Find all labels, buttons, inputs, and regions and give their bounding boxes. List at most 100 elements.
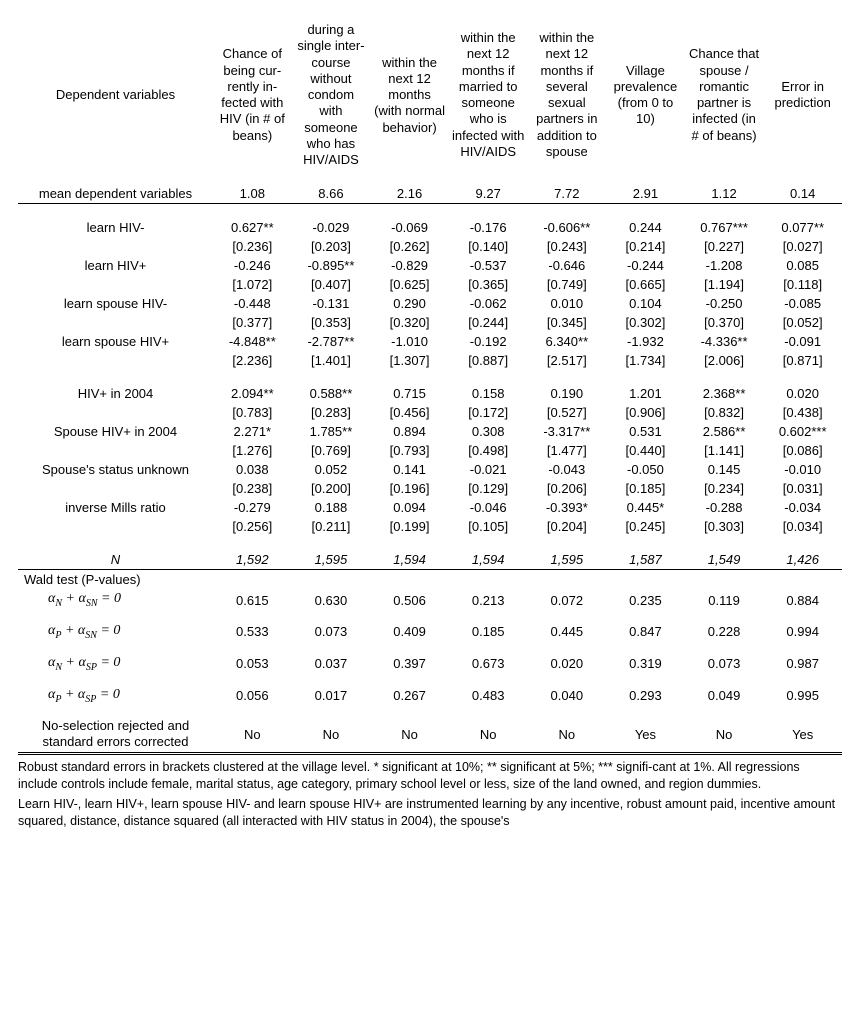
coef-est: 2.368** bbox=[685, 384, 764, 403]
wald-val: 0.267 bbox=[370, 685, 449, 707]
coef-se: [1.194] bbox=[685, 275, 764, 294]
coef-se: [0.031] bbox=[763, 479, 842, 498]
nosel-v1: No bbox=[292, 716, 371, 753]
header-c1: Chance of being cur-rently in-fected wit… bbox=[213, 20, 292, 170]
wald-val: 0.037 bbox=[292, 653, 371, 675]
coef-se: [0.227] bbox=[685, 237, 764, 256]
coef-se: [0.320] bbox=[370, 313, 449, 332]
header-c7: Chance that spouse / romantic partner is… bbox=[685, 20, 764, 170]
coef-se: [0.200] bbox=[292, 479, 371, 498]
coef-se: [1.477] bbox=[528, 441, 607, 460]
wald-val: 0.409 bbox=[370, 621, 449, 643]
coef-se-row: [0.783][0.283][0.456][0.172][0.527][0.90… bbox=[18, 403, 842, 422]
coef-row: Spouse's status unknown0.0380.0520.141-0… bbox=[18, 460, 842, 479]
coef-est: 2.586** bbox=[685, 422, 764, 441]
coef-se: [0.034] bbox=[763, 517, 842, 536]
header-c2: during a single inter-course without con… bbox=[292, 20, 371, 170]
nosel-v2: No bbox=[370, 716, 449, 753]
coef-est: 0.308 bbox=[449, 422, 528, 441]
wald-expr: αP + αSP = 0 bbox=[18, 685, 213, 707]
wald-val: 0.020 bbox=[528, 653, 607, 675]
coef-est: 0.141 bbox=[370, 460, 449, 479]
wald-val: 0.506 bbox=[370, 589, 449, 611]
coef-se: [0.906] bbox=[606, 403, 685, 422]
coef-se: [0.527] bbox=[528, 403, 607, 422]
wald-header-row: Wald test (P-values) bbox=[18, 570, 842, 590]
coef-est: -0.192 bbox=[449, 332, 528, 351]
mean-v7: 0.14 bbox=[763, 184, 842, 204]
wald-row: αP + αSN = 00.5330.0730.4090.1850.4450.8… bbox=[18, 621, 842, 643]
wald-row: αN + αSP = 00.0530.0370.3970.6730.0200.3… bbox=[18, 653, 842, 675]
coef-est: -1.932 bbox=[606, 332, 685, 351]
coef-se: [0.052] bbox=[763, 313, 842, 332]
coef-se: [0.749] bbox=[528, 275, 607, 294]
coef-est: -0.895** bbox=[292, 256, 371, 275]
wald-expr: αN + αSP = 0 bbox=[18, 653, 213, 675]
wald-val: 0.017 bbox=[292, 685, 371, 707]
mean-v5: 2.91 bbox=[606, 184, 685, 204]
coef-se: [0.625] bbox=[370, 275, 449, 294]
wald-val: 0.053 bbox=[213, 653, 292, 675]
coef-label: Spouse HIV+ in 2004 bbox=[18, 422, 213, 441]
n-row: N 1,592 1,595 1,594 1,594 1,595 1,587 1,… bbox=[18, 550, 842, 570]
coef-est: 0.094 bbox=[370, 498, 449, 517]
mean-v6: 1.12 bbox=[685, 184, 764, 204]
coef-se-row: [0.238][0.200][0.196][0.129][0.206][0.18… bbox=[18, 479, 842, 498]
coef-est: 6.340** bbox=[528, 332, 607, 351]
coef-label: learn spouse HIV+ bbox=[18, 332, 213, 351]
coef-est: -0.021 bbox=[449, 460, 528, 479]
wald-val: 0.483 bbox=[449, 685, 528, 707]
n-v2: 1,594 bbox=[370, 550, 449, 570]
coef-est: -1.208 bbox=[685, 256, 764, 275]
coef-se: [0.377] bbox=[213, 313, 292, 332]
coef-label: Spouse's status unknown bbox=[18, 460, 213, 479]
coef-se: [0.244] bbox=[449, 313, 528, 332]
coef-label: learn spouse HIV- bbox=[18, 294, 213, 313]
coef-se: [0.302] bbox=[606, 313, 685, 332]
no-selection-row: No-selection rejected and standard error… bbox=[18, 716, 842, 753]
coef-est: -1.010 bbox=[370, 332, 449, 351]
footnote-2: Learn HIV-, learn HIV+, learn spouse HIV… bbox=[18, 796, 842, 830]
coef-se: [0.234] bbox=[685, 479, 764, 498]
coef-se: [0.140] bbox=[449, 237, 528, 256]
coef-se: [1.276] bbox=[213, 441, 292, 460]
coef-est: -3.317** bbox=[528, 422, 607, 441]
coef-est: 1.785** bbox=[292, 422, 371, 441]
wald-val: 0.213 bbox=[449, 589, 528, 611]
wald-val: 0.293 bbox=[606, 685, 685, 707]
coef-se: [0.353] bbox=[292, 313, 371, 332]
coef-est: -0.244 bbox=[606, 256, 685, 275]
coef-se: [0.199] bbox=[370, 517, 449, 536]
coef-se: [0.118] bbox=[763, 275, 842, 294]
coef-row: learn HIV-0.627**-0.029-0.069-0.176-0.60… bbox=[18, 218, 842, 237]
wald-val: 0.615 bbox=[213, 589, 292, 611]
coef-se: [0.303] bbox=[685, 517, 764, 536]
coef-row: learn spouse HIV+-4.848**-2.787**-1.010-… bbox=[18, 332, 842, 351]
coef-se: [0.086] bbox=[763, 441, 842, 460]
coef-est: 0.085 bbox=[763, 256, 842, 275]
coef-label: HIV+ in 2004 bbox=[18, 384, 213, 403]
coef-row: learn spouse HIV--0.448-0.1310.290-0.062… bbox=[18, 294, 842, 313]
coef-est: -0.029 bbox=[292, 218, 371, 237]
coef-se: [0.206] bbox=[528, 479, 607, 498]
coef-se: [0.769] bbox=[292, 441, 371, 460]
coef-se: [0.498] bbox=[449, 441, 528, 460]
coef-est: 2.094** bbox=[213, 384, 292, 403]
n-v3: 1,594 bbox=[449, 550, 528, 570]
wald-expr: αP + αSN = 0 bbox=[18, 621, 213, 643]
coef-row: inverse Mills ratio-0.2790.1880.094-0.04… bbox=[18, 498, 842, 517]
mean-v1: 8.66 bbox=[292, 184, 371, 204]
coef-se: [0.832] bbox=[685, 403, 764, 422]
coef-est: -0.448 bbox=[213, 294, 292, 313]
coef-est: 0.052 bbox=[292, 460, 371, 479]
mean-v3: 9.27 bbox=[449, 184, 528, 204]
coef-est: 0.715 bbox=[370, 384, 449, 403]
n-v0: 1,592 bbox=[213, 550, 292, 570]
coef-est: -0.279 bbox=[213, 498, 292, 517]
coef-est: -0.288 bbox=[685, 498, 764, 517]
coef-row: HIV+ in 20042.094**0.588**0.7150.1580.19… bbox=[18, 384, 842, 403]
header-c6: Village prevalence (from 0 to 10) bbox=[606, 20, 685, 170]
nosel-v5: Yes bbox=[606, 716, 685, 753]
mean-label: mean dependent variables bbox=[18, 184, 213, 204]
nosel-v0: No bbox=[213, 716, 292, 753]
